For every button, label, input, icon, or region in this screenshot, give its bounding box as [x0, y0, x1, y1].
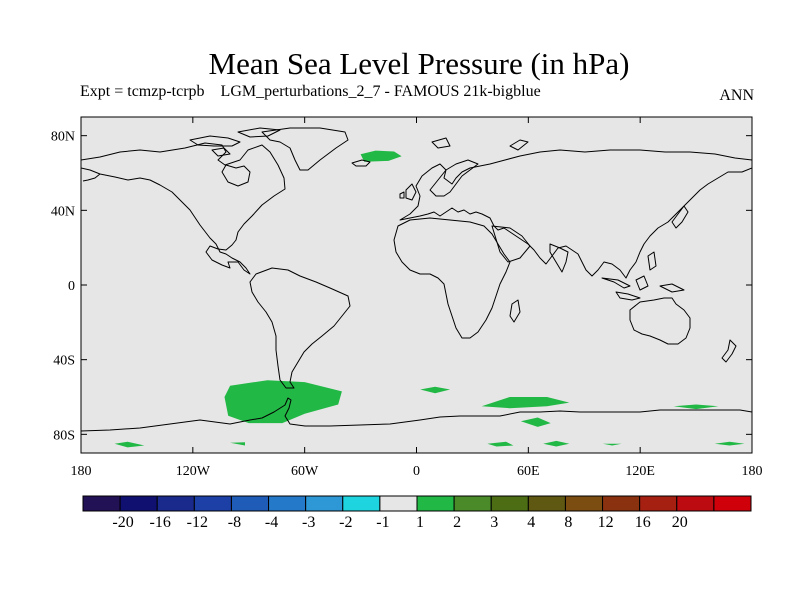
season-label: ANN [719, 87, 754, 104]
colorbar-swatch [305, 495, 344, 512]
colorbar-swatch [230, 495, 270, 512]
colorbar-swatch [453, 495, 492, 512]
coast-aleutians [82, 173, 101, 182]
colorbar-swatch [416, 495, 455, 512]
colorbar-label: -1 [376, 514, 389, 531]
colorbar-swatch [676, 495, 715, 512]
colorbar-label: 12 [598, 514, 614, 531]
y-tick-label: 80S [53, 428, 75, 443]
colorbar-label: 8 [564, 514, 572, 531]
coast-iceland [351, 159, 371, 167]
coast-africa [393, 217, 511, 339]
anomaly-region-antarctic-61w [230, 442, 245, 446]
coast-british-isles [399, 183, 417, 201]
y-tick-label: 80N [51, 130, 75, 145]
anomaly-region-indian-ocean-sector [481, 397, 570, 409]
x-tick-label: 180 [742, 464, 763, 479]
y-tick-label: 40S [53, 354, 75, 369]
experiment-subtitle: Expt = tcmzp-tcrpb LGM_perturbations_2_7… [80, 83, 541, 100]
colorbar-swatch [82, 495, 121, 512]
colorbar: -20 -16 -12 -8 -4 -3 -2 -1 1 2 3 4 8 12 16 20 [82, 495, 752, 531]
y-tick-label: 0 [68, 279, 75, 294]
map-axes: 180 120W 60W 0 60E 120E 180 80N 40N 0 40S 80S [51, 117, 763, 479]
coast-indonesia [601, 251, 685, 301]
x-tick-label: 60E [517, 464, 540, 479]
colorbar-label: -8 [228, 514, 241, 531]
anomaly-region-indian-ocean-south [520, 417, 551, 427]
colorbar-label: 3 [490, 514, 498, 531]
colorbar-label: -4 [265, 514, 278, 531]
colorbar-label: 1 [416, 514, 424, 531]
anomaly-region-antarctic-160e [714, 441, 745, 446]
colorbar-swatch [119, 495, 158, 512]
colorbar-label: 2 [453, 514, 461, 531]
anomaly-region-ross-coast-140e [673, 404, 719, 410]
anomaly-region-amundsen-bellingshausen [224, 380, 342, 424]
y-tick-label: 40N [51, 204, 75, 219]
coast-australia [629, 297, 691, 345]
colorbar-label: -20 [112, 514, 133, 531]
coast-greenland [261, 127, 349, 171]
anomaly-region-greenland-sea [360, 150, 402, 162]
coast-north-america [81, 142, 286, 275]
colorbar-swatch [602, 495, 641, 512]
colorbar-swatch [193, 495, 232, 512]
x-tick-label: 60W [291, 464, 319, 479]
colorbar-swatch [379, 495, 418, 512]
colorbar-label: -12 [187, 514, 208, 531]
colorbar-swatch [342, 495, 381, 512]
coast-madagascar [509, 299, 521, 323]
colorbar-label: -3 [302, 514, 315, 531]
colorbar-swatch [639, 495, 678, 512]
coast-new-zealand [721, 339, 737, 363]
coast-south-america [249, 267, 351, 389]
map-background [81, 117, 752, 453]
coastline-layer [81, 127, 752, 432]
coast-hudson-bay [221, 164, 251, 187]
colorbar-label: -2 [339, 514, 352, 531]
coast-japan [671, 205, 689, 229]
anomaly-region-weddell-small [420, 386, 451, 394]
colorbar-label: -16 [150, 514, 171, 531]
colorbar-label: 16 [635, 514, 651, 531]
anomaly-region-antarctic-40e [487, 441, 514, 447]
colorbar-label: 20 [672, 514, 688, 531]
coast-arctic-islands [189, 127, 281, 157]
colorbar-swatch [527, 495, 566, 512]
colorbar-swatch [268, 495, 307, 512]
anomaly-region-antarctic-105e [602, 443, 622, 446]
coast-india [549, 243, 569, 273]
colorbar-swatch [713, 495, 752, 512]
coast-antarctica [81, 397, 752, 432]
colorbar-swatch [156, 495, 195, 512]
x-tick-label: 120W [176, 464, 211, 479]
colorbar-swatch [490, 495, 529, 512]
plot-title: Mean Sea Level Pressure (in hPa) [208, 46, 630, 81]
coast-arabia [491, 225, 531, 263]
colorbar-label: 4 [527, 514, 535, 531]
x-tick-label: 120E [625, 464, 655, 479]
pressure-anomaly-layer [114, 150, 745, 448]
colorbar-swatch [564, 495, 604, 512]
coast-scandinavia [429, 159, 479, 197]
anomaly-region-antarctic-75e [543, 440, 570, 447]
x-tick-label: 180 [71, 464, 92, 479]
anomaly-region-ross-sea-small [114, 441, 145, 448]
x-tick-label: 0 [413, 464, 420, 479]
coast-svalbard [431, 137, 529, 151]
